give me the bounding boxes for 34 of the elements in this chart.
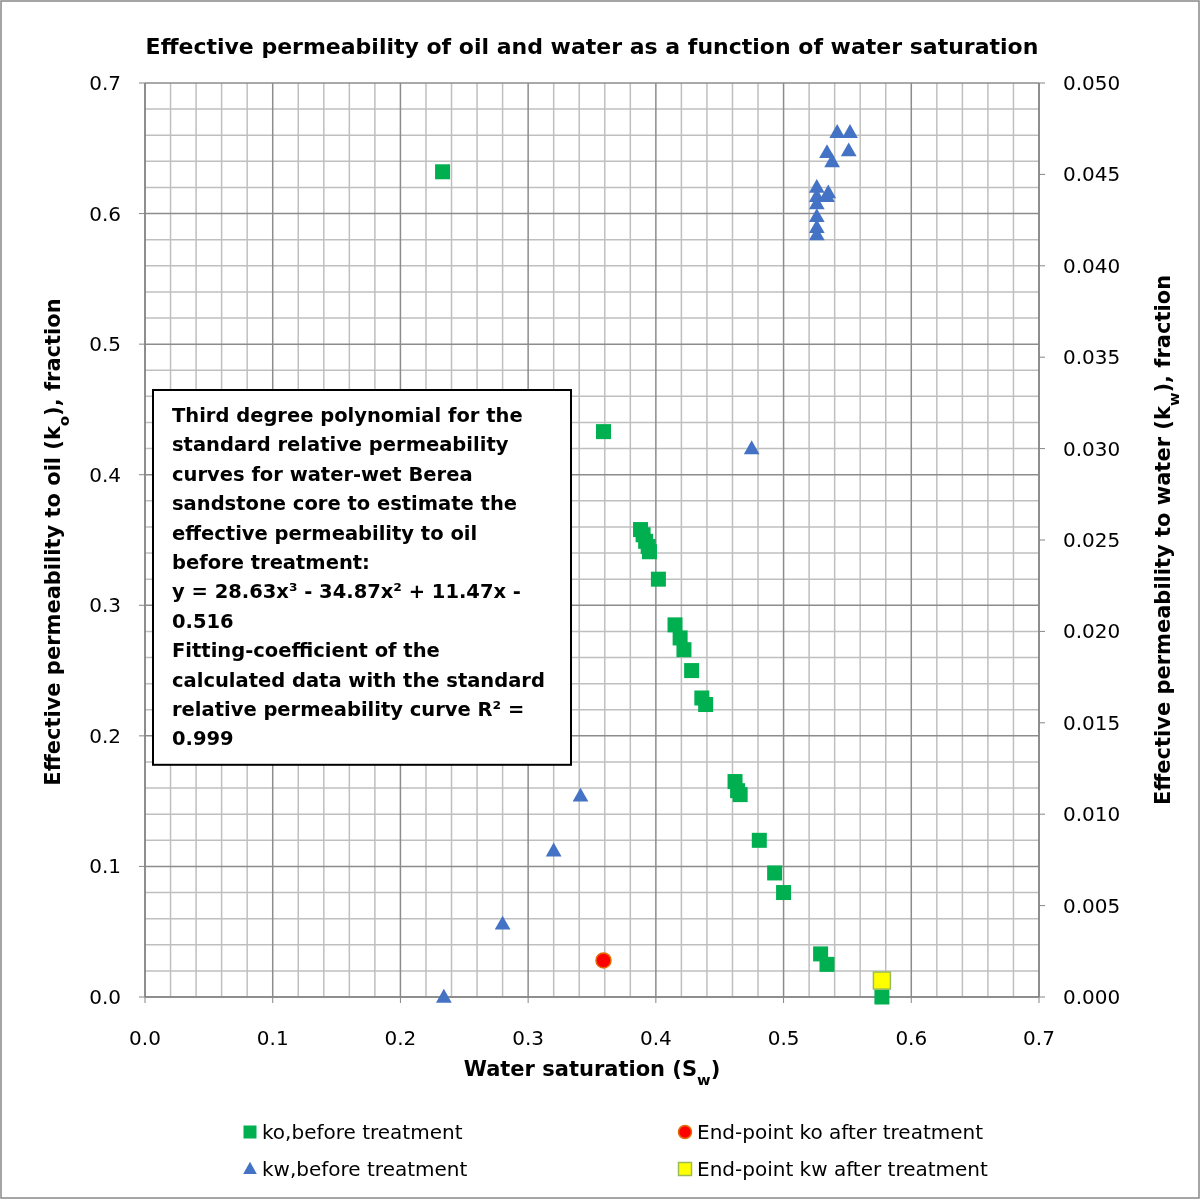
y-tick-label: 0.3 xyxy=(89,593,121,618)
legend-label: End-point kw after treatment xyxy=(697,1157,989,1181)
text: Third degree polynomial for the standard relative permeability curves for water-wet Berea sandstone core to estimate the effective permeability to oil before treatment: y = 28.63x³ - 34.87x² + 11.47x - 0.516 Fitting-coefficient of the calculated data with the standard relative permeability curve R² = 0.999 xyxy=(172,404,545,751)
y2-tick-label: 0.000 xyxy=(1063,985,1121,1009)
y-tick-label: 0.0 xyxy=(89,985,121,1009)
legend-label: ko,before treatment xyxy=(262,1120,463,1144)
y2-tick-label: 0.015 xyxy=(1063,710,1121,735)
x-tick-label: 0.6 xyxy=(895,1026,928,1050)
y-tick-label: 0.7 xyxy=(89,71,121,95)
y-tick-label: 0.2 xyxy=(89,723,121,748)
legend-label: kw,before treatment xyxy=(262,1157,468,1181)
y2-tick-label: 0.040 xyxy=(1063,253,1121,278)
y2-tick-label: 0.035 xyxy=(1063,345,1121,370)
y2-tick-label: 0.030 xyxy=(1063,436,1121,461)
y-tick-label: 0.6 xyxy=(89,201,121,226)
legend-label: End-point ko after treatment xyxy=(697,1120,984,1144)
x-tick-label: 0.2 xyxy=(384,1026,417,1050)
x-tick-label: 0.3 xyxy=(512,1026,545,1050)
y2-tick-label: 0.005 xyxy=(1063,893,1121,918)
x-tick-label: 0.7 xyxy=(1023,1026,1055,1050)
y-tick-label: 0.4 xyxy=(89,462,121,487)
x-tick-label: 0.4 xyxy=(639,1026,672,1050)
y-tick-label: 0.5 xyxy=(89,332,121,357)
x-tick-label: 0.1 xyxy=(256,1026,289,1050)
x-axis-title: Water saturation (S$_{w}$) xyxy=(463,1057,721,1088)
x-tick-label: 0.5 xyxy=(767,1026,800,1050)
y-tick-label: 0.1 xyxy=(89,854,121,879)
y2-tick-label: 0.025 xyxy=(1063,528,1121,552)
chart-title: Effective permeability of oil and water as a function of water saturation xyxy=(145,34,1039,59)
y2-tick-label: 0.020 xyxy=(1063,619,1121,644)
x-tick-label: 0.0 xyxy=(129,1026,161,1050)
y2-tick-label: 0.010 xyxy=(1063,802,1121,827)
y2-tick-label: 0.045 xyxy=(1063,162,1121,187)
y2-tick-label: 0.050 xyxy=(1063,71,1121,95)
